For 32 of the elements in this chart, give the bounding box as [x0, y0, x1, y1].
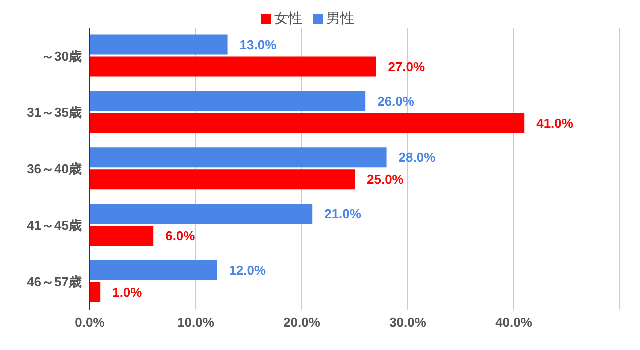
bar [90, 282, 101, 302]
data-label: 41.0% [536, 116, 574, 131]
data-label: 25.0% [367, 172, 404, 188]
data-label: 27.0% [388, 59, 426, 74]
bar [90, 226, 154, 246]
bar [90, 34, 228, 55]
bar [90, 91, 366, 112]
data-label: 26.0% [378, 94, 415, 109]
data-label: 6.0% [166, 228, 196, 244]
y-tick-label: ～30歳 [42, 48, 82, 64]
y-tick-label: 31～35歳 [27, 105, 82, 120]
bar [90, 204, 313, 224]
y-tick-label: 46～57歳 [27, 274, 82, 290]
x-tick-label: 20.0% [284, 315, 321, 330]
legend-label: 女性 [274, 10, 302, 26]
data-label: 1.0% [112, 284, 143, 300]
legend-label: 男性 [326, 10, 354, 26]
x-tick-label: 30.0% [390, 315, 427, 330]
x-tick-label: 40.0% [496, 315, 533, 330]
y-tick-label: 41～45歳 [27, 218, 82, 234]
x-tick-label: 10.0% [178, 315, 215, 330]
bar [90, 260, 218, 280]
data-label: 13.0% [240, 37, 278, 52]
y-tick-label: 36～40歳 [27, 162, 82, 177]
x-tick-label: 0.0% [75, 315, 106, 330]
data-label: 12.0% [229, 262, 266, 278]
bar [90, 148, 387, 168]
bar [90, 113, 525, 134]
bar [90, 56, 376, 77]
bar [90, 170, 355, 190]
data-label: 28.0% [398, 150, 436, 166]
data-label: 21.0% [324, 206, 362, 222]
